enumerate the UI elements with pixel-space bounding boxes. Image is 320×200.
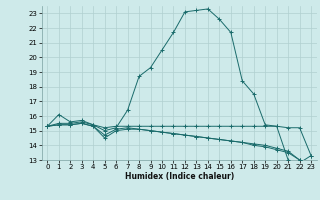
X-axis label: Humidex (Indice chaleur): Humidex (Indice chaleur) bbox=[124, 172, 234, 181]
